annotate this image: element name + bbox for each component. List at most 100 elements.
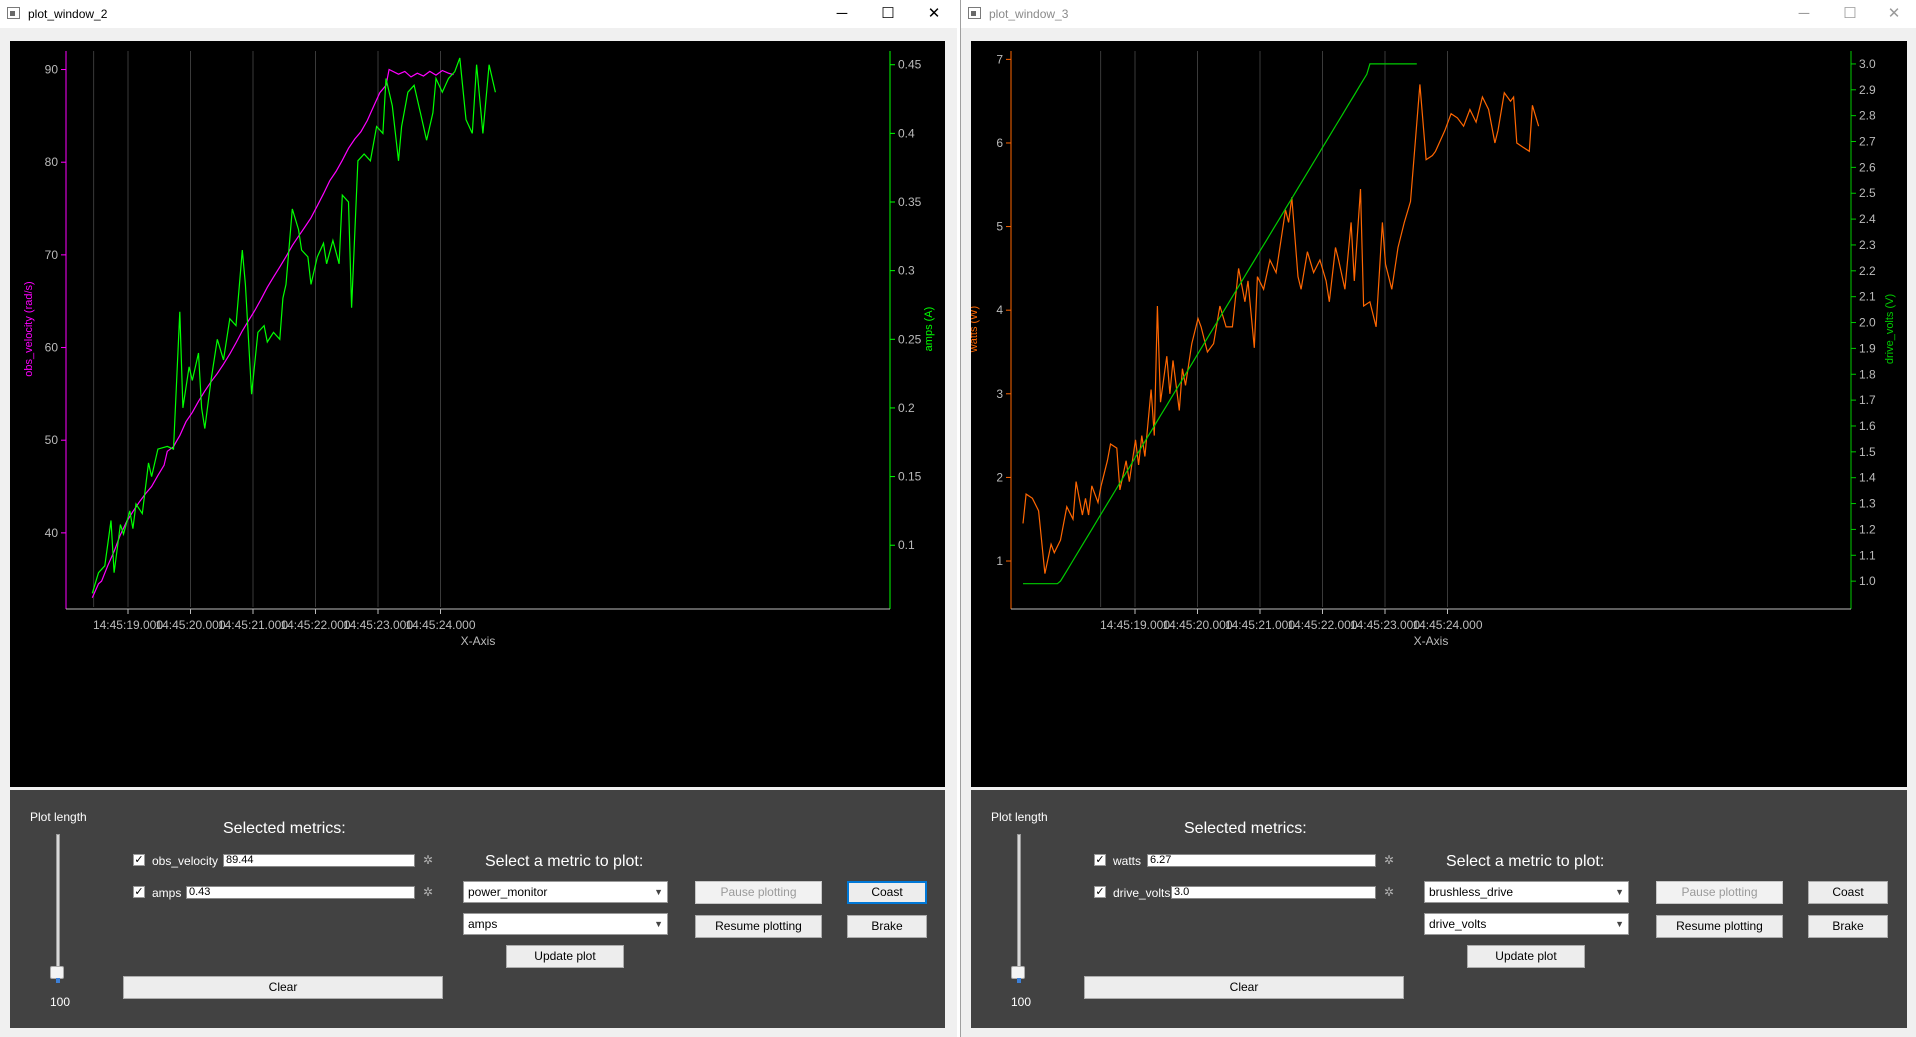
close-button[interactable]: ✕ xyxy=(1887,5,1901,22)
x-tick-label: 14:45:24.000 xyxy=(405,618,475,632)
source-select[interactable]: brushless_drive ▼ xyxy=(1424,881,1629,903)
y-left-tick-label: 60 xyxy=(45,341,59,355)
minimize-button[interactable]: ─ xyxy=(1798,5,1810,22)
metric-value-field: 0.43 xyxy=(186,886,415,899)
y-left-tick-label: 90 xyxy=(45,63,59,77)
y-right-tick-label: 2.8 xyxy=(1859,109,1876,123)
x-tick-label: 14:45:23.000 xyxy=(1350,618,1420,632)
x-axis-title: X-Axis xyxy=(1414,634,1449,648)
y-right-tick-label: 1.4 xyxy=(1859,471,1876,485)
x-tick-label: 14:45:22.000 xyxy=(1287,618,1357,632)
y-right-tick-label: 1.9 xyxy=(1859,341,1876,355)
y-left-tick-label: 40 xyxy=(45,526,59,540)
coast-button[interactable]: Coast xyxy=(1808,881,1888,904)
metric-checkbox-amps[interactable]: ✓ xyxy=(133,886,145,898)
metric-select[interactable]: drive_volts ▼ xyxy=(1424,913,1629,935)
gear-icon[interactable]: ✲ xyxy=(1383,853,1395,867)
metric-checkbox-obs-velocity[interactable]: ✓ xyxy=(133,854,145,866)
y-left-tick-label: 3 xyxy=(996,387,1003,401)
pause-plotting-button[interactable]: Pause plotting xyxy=(695,881,822,904)
x-tick-label: 14:45:23.000 xyxy=(343,618,413,632)
x-tick-label: 14:45:21.000 xyxy=(218,618,288,632)
metric-checkbox-watts[interactable]: ✓ xyxy=(1094,854,1106,866)
clear-button[interactable]: Clear xyxy=(123,976,443,999)
y-right-tick-label: 0.4 xyxy=(898,126,915,140)
y-right-tick-label: 2.9 xyxy=(1859,83,1876,97)
plot-length-value: 100 xyxy=(50,995,71,1009)
plot-chart[interactable]: 40 50 60 70 80 90 0.1 0.15 0.2 0.25 0.3 0.35 0.4 0.45… xyxy=(10,41,945,787)
y-right-tick-label: 1.7 xyxy=(1859,393,1876,407)
brake-button[interactable]: Brake xyxy=(1808,915,1888,938)
y-left-tick-label: 2 xyxy=(996,470,1003,484)
y-right-tick-label: 0.25 xyxy=(898,332,922,346)
resume-plotting-button[interactable]: Resume plotting xyxy=(1656,915,1783,938)
metric-name: amps xyxy=(152,886,182,900)
chevron-down-icon: ▼ xyxy=(1615,887,1624,897)
metric-name: drive_volts xyxy=(1113,886,1171,900)
update-plot-button[interactable]: Update plot xyxy=(1467,945,1585,968)
y-left-tick-label: 7 xyxy=(996,52,1003,66)
window-title: plot_window_3 xyxy=(989,7,1069,21)
y-right-tick-label: 2.6 xyxy=(1859,160,1876,174)
y-right-tick-label: 1.3 xyxy=(1859,497,1876,511)
title-bar[interactable]: plot_window_2 ─ ☐ ✕ xyxy=(0,0,957,28)
plot-length-value: 100 xyxy=(1011,995,1032,1009)
plot-area[interactable]: 1 2 3 4 5 6 7 1.0 1.1 1.2 1.3 1.4 1.5 1.6 1.7 1.8 1.9 2.0… xyxy=(971,41,1907,787)
x-tick-label: 14:45:19.000 xyxy=(93,618,163,632)
plot-length-slider[interactable] xyxy=(56,834,60,976)
title-bar[interactable]: plot_window_3 ─ ☐ ✕ xyxy=(961,0,1916,28)
plot-length-label: Plot length xyxy=(30,810,87,824)
y-right-tick-label: 1.6 xyxy=(1859,419,1876,433)
gear-icon[interactable]: ✲ xyxy=(1383,885,1395,899)
plot-area[interactable]: 40 50 60 70 80 90 0.1 0.15 0.2 0.25 0.3 0.35 0.4 0.45… xyxy=(10,41,945,787)
x-tick-label: 14:45:20.000 xyxy=(155,618,225,632)
y-right-tick-label: 0.35 xyxy=(898,195,922,209)
source-select-value: brushless_drive xyxy=(1429,885,1514,899)
x-axis-title: X-Axis xyxy=(461,634,496,648)
series-line-drive_volts xyxy=(1023,63,1417,585)
pause-plotting-button[interactable]: Pause plotting xyxy=(1656,881,1783,904)
plot-length-slider[interactable] xyxy=(1017,834,1021,976)
x-tick-label: 14:45:21.000 xyxy=(1225,618,1295,632)
y-right-tick-label: 3.0 xyxy=(1859,57,1876,71)
app-icon xyxy=(968,7,981,19)
brake-button[interactable]: Brake xyxy=(847,915,927,938)
y-left-axis-title: watts (W) xyxy=(971,306,980,353)
metric-checkbox-drive-volts[interactable]: ✓ xyxy=(1094,886,1106,898)
minimize-button[interactable]: ─ xyxy=(836,5,848,22)
chevron-down-icon: ▼ xyxy=(654,919,663,929)
y-left-axis-title: obs_velocity (rad/s) xyxy=(23,281,35,376)
metric-name: obs_velocity xyxy=(152,854,219,868)
maximize-button[interactable]: ☐ xyxy=(881,5,895,22)
resume-plotting-button[interactable]: Resume plotting xyxy=(695,915,822,938)
source-select[interactable]: power_monitor ▼ xyxy=(463,881,668,903)
gear-icon[interactable]: ✲ xyxy=(422,853,434,867)
coast-button[interactable]: Coast xyxy=(847,881,927,904)
app-icon xyxy=(7,7,20,19)
clear-button[interactable]: Clear xyxy=(1084,976,1404,999)
metric-select-value: drive_volts xyxy=(1429,917,1487,931)
y-right-tick-label: 1.5 xyxy=(1859,445,1876,459)
y-left-tick-label: 50 xyxy=(45,433,59,447)
metric-value-field: 6.27 xyxy=(1147,854,1376,867)
y-left-tick-label: 5 xyxy=(996,220,1003,234)
plot-chart[interactable]: 1 2 3 4 5 6 7 1.0 1.1 1.2 1.3 1.4 1.5 1.6 1.7 1.8 1.9 2.0… xyxy=(971,41,1907,787)
close-button[interactable]: ✕ xyxy=(927,5,941,22)
selected-metrics-label: Selected metrics: xyxy=(223,820,346,837)
control-panel: Plot length 100 Selected metrics: ✓ obs_… xyxy=(10,790,945,1028)
metric-name: watts xyxy=(1113,854,1142,868)
metric-select-value: amps xyxy=(468,917,498,931)
plot-length-label: Plot length xyxy=(991,810,1048,824)
x-tick-label: 14:45:20.000 xyxy=(1162,618,1232,632)
select-metric-label: Select a metric to plot: xyxy=(485,853,644,870)
gear-icon[interactable]: ✲ xyxy=(422,885,434,899)
y-right-tick-label: 0.1 xyxy=(898,538,915,552)
y-right-tick-label: 0.15 xyxy=(898,470,922,484)
y-right-tick-label: 2.5 xyxy=(1859,186,1876,200)
y-left-tick-label: 1 xyxy=(996,554,1003,568)
chevron-down-icon: ▼ xyxy=(1615,919,1624,929)
metric-select[interactable]: amps ▼ xyxy=(463,913,668,935)
update-plot-button[interactable]: Update plot xyxy=(506,945,624,968)
y-right-tick-label: 2.4 xyxy=(1859,212,1876,226)
maximize-button[interactable]: ☐ xyxy=(1843,5,1857,22)
